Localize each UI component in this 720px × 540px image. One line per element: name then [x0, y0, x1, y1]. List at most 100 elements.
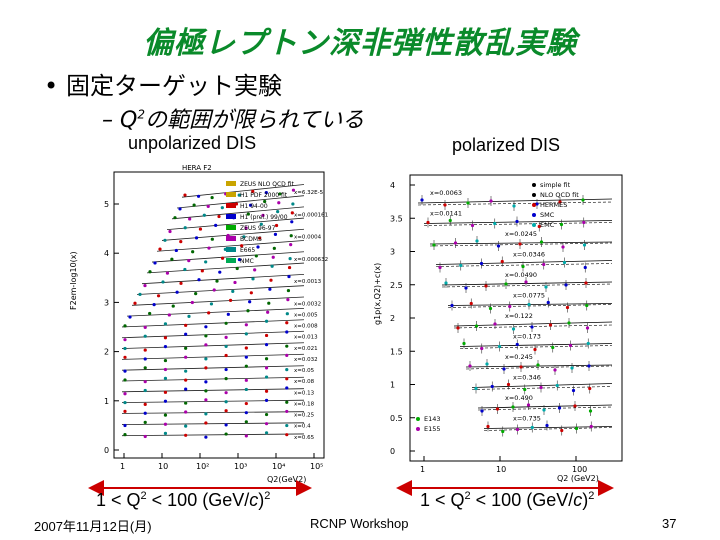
left-data-point — [204, 334, 208, 338]
right-data-point — [523, 387, 527, 392]
right-nlo-curve — [417, 201, 613, 206]
left-fit-curve — [121, 319, 305, 328]
left-data-point — [228, 298, 233, 302]
right-data-point — [519, 365, 523, 369]
left-ytick-label: 0 — [104, 446, 109, 455]
right-data-point — [438, 265, 442, 270]
left-data-point — [224, 423, 228, 427]
left-xtick-label: 10⁵ — [310, 462, 323, 471]
right-data-point — [587, 364, 591, 368]
left-bin-label: x=0.0032 — [294, 301, 321, 307]
left-data-point — [163, 399, 168, 403]
right-data-point — [480, 409, 484, 413]
right-data-point — [485, 362, 489, 366]
left-legend-swatch — [226, 181, 236, 186]
left-data-point — [161, 280, 165, 284]
left-data-point — [285, 367, 289, 372]
left-data-point — [244, 387, 248, 392]
left-fit-curve — [161, 228, 305, 241]
right-bin-label: x=0.0245 — [505, 230, 537, 238]
right-data-point — [545, 423, 549, 428]
left-data-point — [153, 261, 157, 265]
left-data-point — [287, 265, 292, 270]
left-data-point — [210, 237, 214, 241]
left-data-point — [264, 191, 268, 195]
left-data-point — [240, 244, 244, 248]
left-data-point — [244, 332, 248, 336]
left-data-point — [207, 311, 211, 315]
right-data-point — [539, 385, 543, 390]
left-data-point — [246, 212, 250, 216]
left-data-point — [167, 313, 171, 317]
right-range-text-d: ) — [582, 490, 589, 510]
left-data-point — [289, 243, 293, 247]
left-data-point — [183, 267, 187, 272]
left-data-point — [290, 220, 294, 224]
bullet-point: • 固定ターゲット実験 — [44, 66, 282, 101]
left-data-point — [224, 400, 228, 404]
right-fit-curve — [477, 404, 613, 409]
left-data-point — [224, 432, 228, 436]
right-plot-xlabel: Q2 (GeV2) — [557, 474, 599, 483]
left-data-point — [269, 278, 273, 282]
right-q2-range: 1 < Q2 < 100 (GeV/c)2 — [420, 490, 594, 511]
left-data-point — [123, 378, 127, 382]
left-data-point — [163, 376, 168, 381]
left-data-point — [263, 199, 267, 204]
right-range-exp2: 2 — [588, 490, 595, 502]
right-data-point — [555, 383, 559, 388]
right-legend-marker — [532, 213, 536, 217]
left-data-point — [163, 431, 168, 436]
left-xtick-label: 10 — [158, 462, 168, 471]
right-xtick-label: 100 — [572, 465, 587, 474]
left-data-point — [184, 323, 188, 327]
left-data-point — [233, 280, 237, 285]
right-plot-curves — [417, 195, 613, 437]
right-data-point — [530, 325, 534, 329]
right-data-point — [497, 344, 502, 349]
left-fit-curve — [121, 342, 305, 349]
right-data-point — [539, 240, 544, 244]
left-fit-curve — [141, 273, 305, 285]
right-bin-label: x=0.245 — [505, 353, 533, 361]
left-fit-curve — [126, 307, 305, 317]
left-data-point — [123, 433, 127, 437]
right-data-point — [488, 306, 493, 311]
left-data-point — [204, 260, 208, 264]
right-data-point — [495, 407, 500, 411]
right-plot-bin-labels: x=0.0063 x=0.0141 x=0.0245 x=0.0346 x=0.0490… — [430, 189, 545, 423]
left-ytick-label: 1 — [104, 397, 109, 406]
left-data-point — [194, 236, 199, 240]
right-data-point — [474, 386, 478, 391]
right-data-point — [470, 223, 475, 228]
sub-bullet-dash: – — [102, 108, 113, 133]
left-data-point — [285, 353, 289, 357]
right-ytick-label: 3 — [390, 248, 395, 257]
right-data-point — [584, 281, 588, 285]
right-data-point — [536, 363, 540, 367]
unpolarized-label: unpolarized DIS — [128, 133, 257, 153]
right-plot-ticks: 1 10 100 0 0.5 1 1.5 2 2.5 3 3.5 4 — [390, 181, 587, 474]
left-data-point — [290, 211, 294, 215]
left-data-point — [133, 301, 137, 305]
right-data-point — [450, 303, 454, 308]
right-data-point — [562, 260, 567, 265]
left-fit-curve — [121, 353, 305, 360]
left-data-point — [187, 314, 191, 319]
right-nlo-curve — [453, 324, 613, 329]
left-bin-label: x=0.021 — [294, 346, 318, 352]
left-data-point — [264, 422, 269, 426]
left-fit-curve — [156, 240, 305, 252]
left-data-point — [285, 377, 289, 381]
footer-date: 2007年11月12日(月) — [34, 519, 152, 534]
left-data-point — [244, 411, 248, 415]
left-data-point — [264, 412, 269, 417]
left-data-point — [285, 344, 289, 348]
left-data-point — [224, 409, 228, 413]
range-arrows — [88, 480, 614, 496]
left-ytick-label: 3 — [104, 298, 109, 307]
right-data-point — [502, 367, 506, 371]
left-data-point — [207, 246, 211, 250]
left-data-point — [194, 291, 198, 296]
sub-bullet: – Q2の範囲が限られている — [102, 102, 364, 134]
